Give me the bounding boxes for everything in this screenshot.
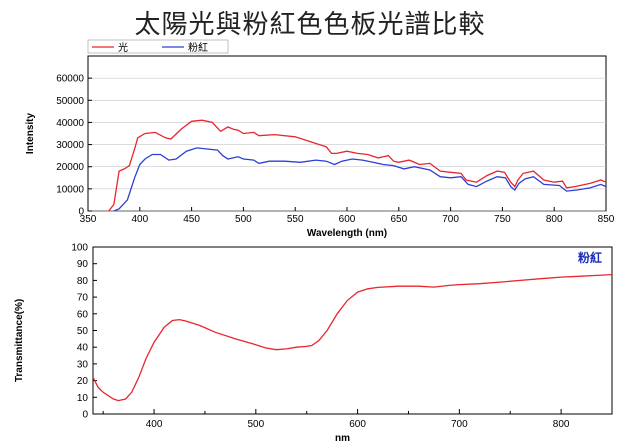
x-tick-label: 700 xyxy=(451,419,468,430)
x-tick-label: 800 xyxy=(553,419,570,430)
y-axis-label: Transmittance(%) xyxy=(14,299,25,382)
y-tick-label: 50 xyxy=(77,326,89,337)
legend-box xyxy=(87,39,229,54)
x-tick-label: 850 xyxy=(598,214,615,225)
y-tick-label: 80 xyxy=(77,276,89,287)
y-tick-label: 60000 xyxy=(56,74,84,85)
series-line-2 xyxy=(113,147,606,211)
x-tick-label: 600 xyxy=(339,214,356,225)
plot-frame xyxy=(92,246,613,415)
y-tick-label: 70 xyxy=(77,293,89,304)
x-tick-label: 450 xyxy=(183,214,200,225)
y-tick-label: 20000 xyxy=(56,162,84,173)
y-tick-label: 10 xyxy=(77,393,89,404)
plot-frame xyxy=(87,55,607,212)
transmittance-chart: 0 10 20 30 40 50 60 70 80 90 100 400 500 600 700 800 nm T… xyxy=(14,243,613,444)
y-tick-label: 10000 xyxy=(56,184,84,195)
x-tick-label: 400 xyxy=(131,214,148,225)
x-tick-label: 650 xyxy=(390,214,407,225)
x-tick-label: 700 xyxy=(442,214,459,225)
y-tick-label: 40000 xyxy=(56,118,84,129)
y-tick-label: 60 xyxy=(77,309,89,320)
chart-annotation: 粉紅 xyxy=(578,250,602,265)
x-tick-label: 500 xyxy=(247,419,264,430)
x-tick-label: 600 xyxy=(349,419,366,430)
y-axis-label: Intensity xyxy=(25,113,36,155)
x-tick-label: 350 xyxy=(80,214,97,225)
y-tick-label: 30000 xyxy=(56,140,84,151)
y-tick-label: 90 xyxy=(77,259,89,270)
page-title: 太陽光與粉紅色色板光譜比較 xyxy=(134,10,486,40)
x-axis-label: Wavelength (nm) xyxy=(307,228,387,239)
x-tick-label: 550 xyxy=(287,214,304,225)
legend-label-2: 粉紅 xyxy=(188,41,208,54)
spectrum-chart: 0 10000 20000 30000 40000 50000 60000 350 400 450… xyxy=(25,39,615,239)
y-tick-label: 30 xyxy=(77,359,89,370)
x-tick-label: 800 xyxy=(546,214,563,225)
y-tick-label: 0 xyxy=(82,410,88,421)
x-tick-label: 750 xyxy=(494,214,511,225)
legend-label-1: 光 xyxy=(118,41,128,54)
y-tick-label: 20 xyxy=(77,376,89,387)
x-tick-label: 400 xyxy=(146,419,163,430)
y-tick-label: 50000 xyxy=(56,96,84,107)
series-line-1 xyxy=(93,273,612,402)
y-tick-label: 100 xyxy=(71,243,88,254)
y-tick-label: 0 xyxy=(78,207,84,218)
x-tick-label: 500 xyxy=(235,214,252,225)
x-axis-label: nm xyxy=(335,433,350,444)
y-tick-label: 40 xyxy=(77,343,89,354)
series-line-1 xyxy=(108,119,606,211)
